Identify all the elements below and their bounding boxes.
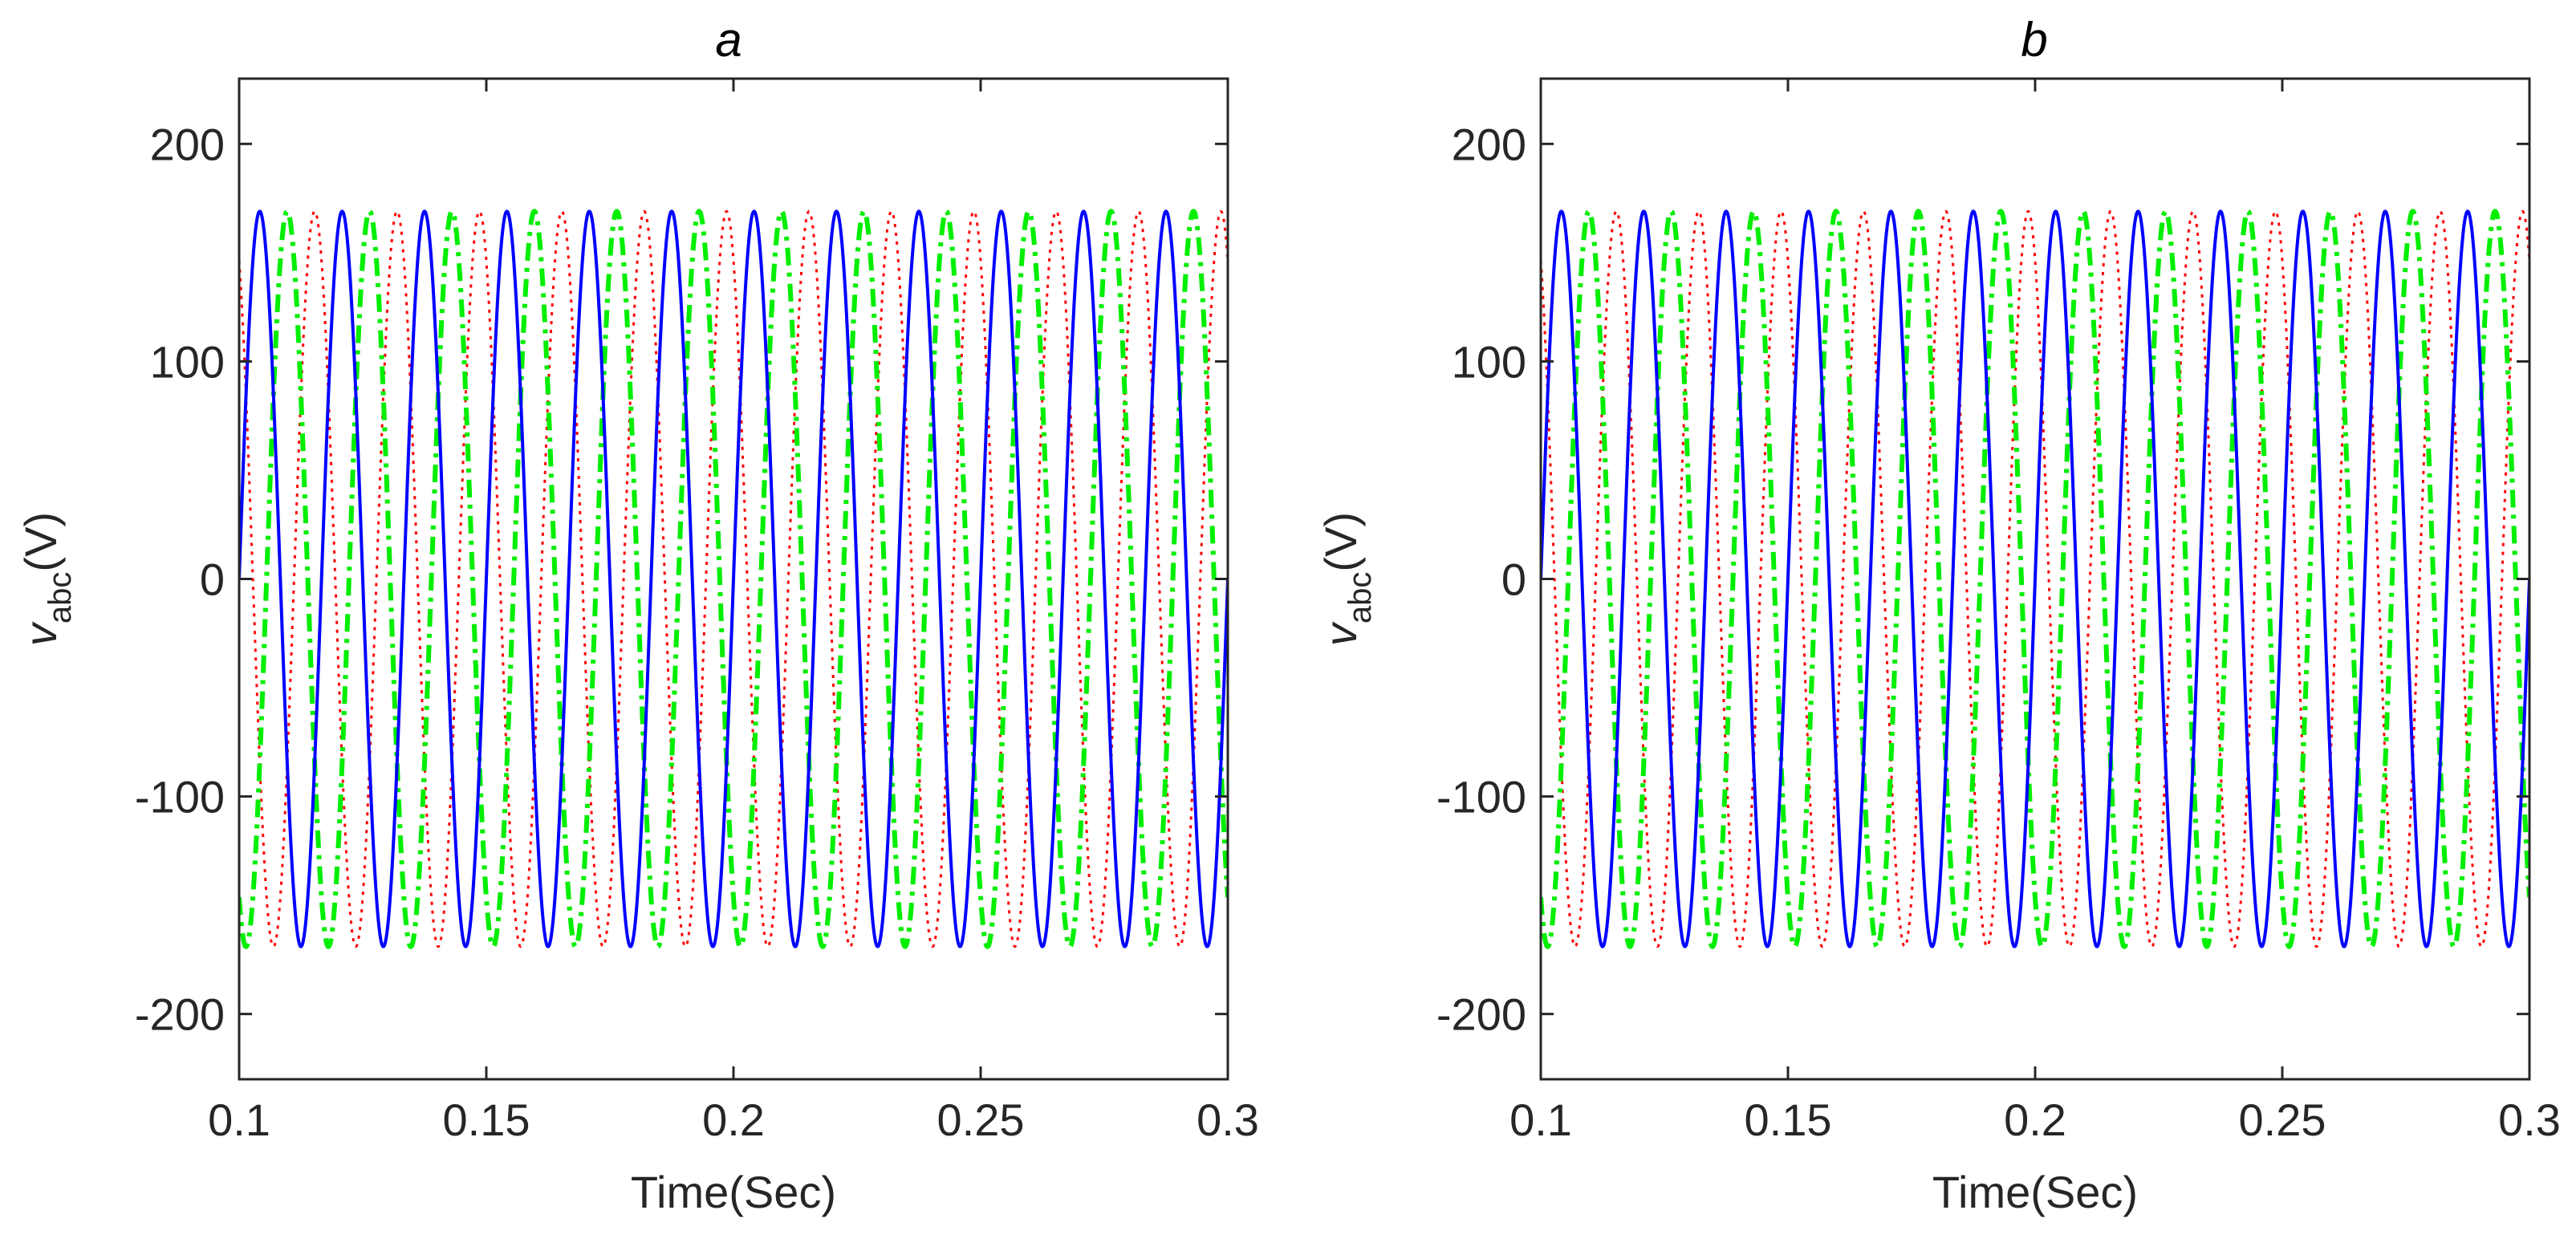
x-tick-label: 0.25 <box>2239 1095 2326 1145</box>
chart-title: b <box>2021 13 2047 67</box>
series-group <box>1541 209 2529 949</box>
y-tick-label: 200 <box>1452 119 1526 169</box>
y-axis-label-unit: (V) <box>1315 512 1366 572</box>
y-tick-label: 0 <box>200 554 225 605</box>
series-line-phase-a <box>1541 209 2529 948</box>
y-axis-label-main: v <box>1315 621 1366 646</box>
x-tick-label: 0.1 <box>1509 1095 1572 1145</box>
y-tick-label: 0 <box>1501 554 1526 605</box>
y-tick-label: -100 <box>135 772 225 822</box>
x-tick-label: 0.2 <box>702 1095 765 1145</box>
y-tick-label: -200 <box>1436 989 1526 1040</box>
chart-panel-b: 0.1 0.15 0.2 0.25 0.3 -200 -100 0 100 200 b Time(Se… <box>1315 13 2561 1217</box>
y-axis-label: vabc(V) <box>15 512 78 646</box>
x-tick-label: 0.3 <box>1197 1095 1259 1145</box>
chart-title: a <box>715 13 742 67</box>
x-tick-label: 0.15 <box>443 1095 530 1145</box>
x-tick-label: 0.3 <box>2498 1095 2561 1145</box>
series-line-phase-c <box>1541 209 2529 948</box>
x-tick-label: 0.1 <box>208 1095 270 1145</box>
y-axis-label-main: v <box>15 621 66 646</box>
series-line-phase-c <box>239 209 1228 948</box>
x-tick-label: 0.15 <box>1745 1095 1832 1145</box>
series-line-phase-b <box>1541 209 2529 949</box>
y-axis-label-sub: abc <box>1343 572 1378 624</box>
y-tick-label: 100 <box>150 336 225 387</box>
y-axis-label: vabc(V) <box>1315 512 1378 646</box>
y-tick-label: 200 <box>150 119 225 169</box>
y-axis-label-sub: abc <box>43 572 78 624</box>
series-line-phase-b <box>239 209 1228 949</box>
chart-panel-a: 0.1 0.15 0.2 0.25 0.3 -200 -100 0 100 200 a Time(Se… <box>15 13 1259 1217</box>
y-tick-label: 100 <box>1452 336 1526 387</box>
series-line-phase-a <box>239 209 1228 948</box>
x-axis-label: Time(Sec) <box>1932 1167 2138 1217</box>
y-tick-label: -200 <box>135 989 225 1040</box>
y-tick-label: -100 <box>1436 772 1526 822</box>
x-tick-label: 0.2 <box>2004 1095 2066 1145</box>
x-tick-label: 0.25 <box>937 1095 1025 1145</box>
x-axis-label: Time(Sec) <box>631 1167 836 1217</box>
y-axis-label-unit: (V) <box>15 512 66 572</box>
series-group <box>239 209 1228 949</box>
